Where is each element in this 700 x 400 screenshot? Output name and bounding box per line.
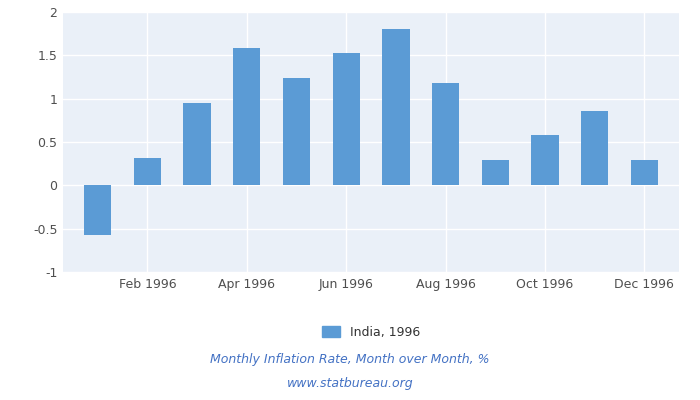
Bar xyxy=(482,160,509,185)
Bar xyxy=(183,103,211,185)
Bar xyxy=(134,158,161,185)
Bar xyxy=(531,135,559,185)
Bar xyxy=(283,78,310,185)
Bar xyxy=(332,53,360,185)
Bar xyxy=(581,111,608,185)
Bar xyxy=(84,185,111,235)
Bar xyxy=(432,83,459,185)
Legend: India, 1996: India, 1996 xyxy=(316,321,426,344)
Bar xyxy=(233,48,260,185)
Bar xyxy=(382,29,410,185)
Bar xyxy=(631,160,658,185)
Text: Monthly Inflation Rate, Month over Month, %: Monthly Inflation Rate, Month over Month… xyxy=(210,354,490,366)
Text: www.statbureau.org: www.statbureau.org xyxy=(287,378,413,390)
